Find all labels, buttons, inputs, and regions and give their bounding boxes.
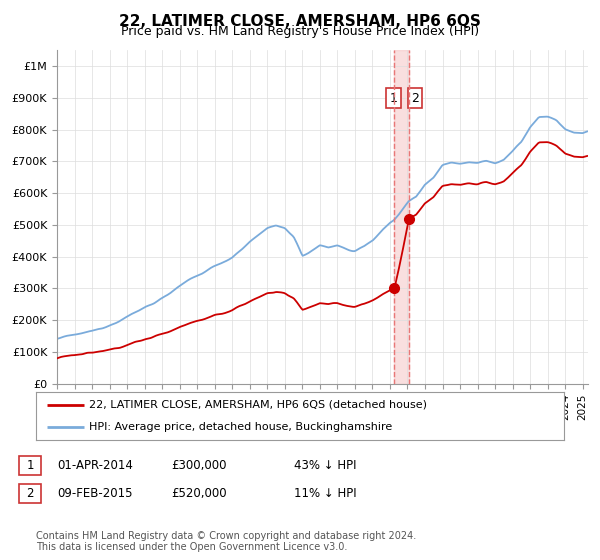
Text: 22, LATIMER CLOSE, AMERSHAM, HP6 6QS (detached house): 22, LATIMER CLOSE, AMERSHAM, HP6 6QS (de… bbox=[89, 400, 427, 410]
Text: 01-APR-2014: 01-APR-2014 bbox=[57, 459, 133, 473]
Text: Price paid vs. HM Land Registry's House Price Index (HPI): Price paid vs. HM Land Registry's House … bbox=[121, 25, 479, 38]
Text: 11% ↓ HPI: 11% ↓ HPI bbox=[294, 487, 356, 501]
Text: 43% ↓ HPI: 43% ↓ HPI bbox=[294, 459, 356, 473]
Text: 1: 1 bbox=[389, 91, 397, 105]
Text: £520,000: £520,000 bbox=[171, 487, 227, 501]
Text: 2: 2 bbox=[411, 91, 419, 105]
Text: 09-FEB-2015: 09-FEB-2015 bbox=[57, 487, 133, 501]
Text: 2: 2 bbox=[26, 487, 34, 501]
Bar bbox=[394, 50, 409, 384]
Text: £300,000: £300,000 bbox=[171, 459, 227, 473]
Text: HPI: Average price, detached house, Buckinghamshire: HPI: Average price, detached house, Buck… bbox=[89, 422, 392, 432]
Text: 1: 1 bbox=[26, 459, 34, 473]
Text: 22, LATIMER CLOSE, AMERSHAM, HP6 6QS: 22, LATIMER CLOSE, AMERSHAM, HP6 6QS bbox=[119, 14, 481, 29]
Text: Contains HM Land Registry data © Crown copyright and database right 2024.
This d: Contains HM Land Registry data © Crown c… bbox=[36, 531, 416, 553]
